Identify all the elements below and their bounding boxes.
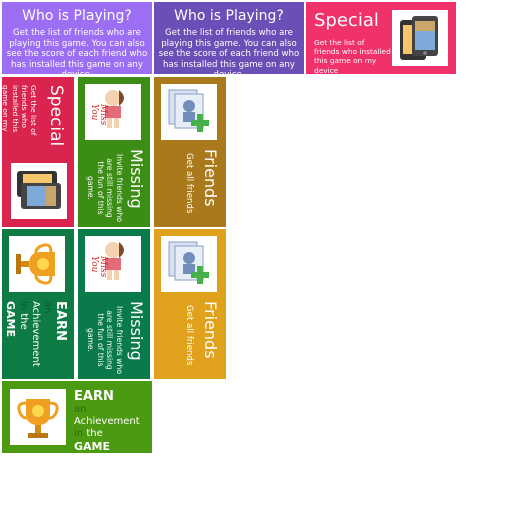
- tile-friends-1[interactable]: Friends Get all friends: [154, 77, 226, 227]
- tile-title: Missing: [127, 149, 146, 209]
- tile-title: Friends: [201, 149, 220, 207]
- earn-line-3a: in: [74, 428, 84, 439]
- tile-title: Who is Playing?: [22, 8, 132, 24]
- tile-description: Invite friends who are still missing the…: [86, 154, 124, 222]
- add-friend-icon: [161, 236, 217, 292]
- tile-description: Get the list of friends who are playing …: [6, 28, 148, 74]
- tile-description: Invite friends who are still missing the…: [86, 306, 124, 374]
- tile-description: Get all friends: [184, 305, 194, 366]
- earn-line-2b: Achievement: [30, 301, 41, 367]
- tile-title: Special: [46, 85, 66, 147]
- tile-friends-2[interactable]: Friends Get all friends: [154, 229, 226, 379]
- tile-who-is-playing-2[interactable]: Who is Playing? Get the list of friends …: [154, 2, 304, 74]
- earn-line-2a: an: [74, 404, 87, 415]
- trophy-icon: [9, 236, 65, 292]
- tile-description: Get the list of friends who installed th…: [314, 38, 391, 74]
- tile-missing-1[interactable]: Miss You Missing Invite friends who are …: [78, 77, 150, 227]
- earn-line-2a: an: [42, 301, 53, 314]
- tile-title: Friends: [201, 301, 220, 359]
- tile-who-is-playing-1[interactable]: Who is Playing? Get the list of friends …: [2, 2, 152, 74]
- tile-description: Get the list of friends who are playing …: [158, 28, 300, 74]
- tile-earn-achievement-1[interactable]: EARN an Achievement in the GAME: [2, 229, 74, 379]
- tile-description: Get the list of friends who installed th…: [2, 85, 38, 136]
- miss-you-character-icon: Miss You: [85, 236, 141, 292]
- phones-icon: [11, 163, 67, 219]
- tile-title: Missing: [127, 301, 146, 361]
- earn-line-3b: the: [86, 428, 103, 439]
- earn-line-4: GAME: [74, 440, 111, 453]
- add-friend-icon: [161, 84, 217, 140]
- earn-line-1: EARN: [53, 301, 68, 341]
- tile-special-2[interactable]: Special Get the list of friends who inst…: [2, 77, 74, 227]
- earn-line-3a: in: [18, 301, 29, 311]
- trophy-icon: [10, 389, 66, 445]
- tile-missing-2[interactable]: Miss You Missing Invite friends who are …: [78, 229, 150, 379]
- tile-special-1[interactable]: Special Get the list of friends who inst…: [306, 2, 456, 74]
- phones-icon: [392, 10, 448, 66]
- earn-line-2b: Achievement: [74, 416, 140, 427]
- miss-you-character-icon: Miss You: [85, 84, 141, 140]
- earn-line-4: GAME: [4, 301, 17, 338]
- earn-line-3b: the: [18, 313, 29, 330]
- tile-earn-achievement-2[interactable]: EARN an Achievement in the GAME: [2, 381, 152, 453]
- tile-description: Get all friends: [184, 153, 194, 214]
- earn-line-1: EARN: [74, 389, 114, 404]
- tile-title: Special: [314, 10, 379, 31]
- tile-title: Who is Playing?: [174, 8, 284, 24]
